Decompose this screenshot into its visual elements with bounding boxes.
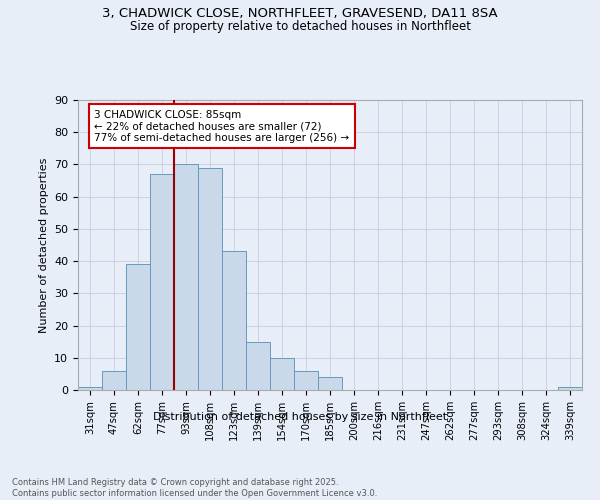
Bar <box>150 174 174 390</box>
Bar <box>270 358 294 390</box>
Bar <box>222 252 246 390</box>
Text: 3 CHADWICK CLOSE: 85sqm
← 22% of detached houses are smaller (72)
77% of semi-de: 3 CHADWICK CLOSE: 85sqm ← 22% of detache… <box>94 110 349 143</box>
Text: Size of property relative to detached houses in Northfleet: Size of property relative to detached ho… <box>130 20 470 33</box>
Bar <box>294 370 318 390</box>
Bar <box>78 387 102 390</box>
Text: 3, CHADWICK CLOSE, NORTHFLEET, GRAVESEND, DA11 8SA: 3, CHADWICK CLOSE, NORTHFLEET, GRAVESEND… <box>102 8 498 20</box>
Bar <box>174 164 198 390</box>
Bar <box>558 387 582 390</box>
Bar <box>246 342 270 390</box>
Bar <box>198 168 222 390</box>
Text: Contains HM Land Registry data © Crown copyright and database right 2025.
Contai: Contains HM Land Registry data © Crown c… <box>12 478 377 498</box>
Bar <box>126 264 150 390</box>
Y-axis label: Number of detached properties: Number of detached properties <box>38 158 49 332</box>
Bar <box>318 377 342 390</box>
Bar <box>102 370 126 390</box>
Text: Distribution of detached houses by size in Northfleet: Distribution of detached houses by size … <box>153 412 447 422</box>
